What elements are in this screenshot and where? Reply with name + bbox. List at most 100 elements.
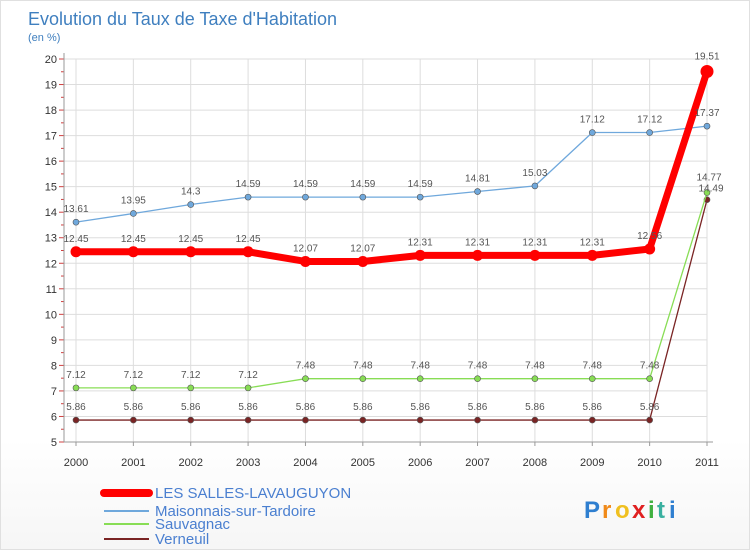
data-point xyxy=(244,384,252,392)
x-tick-label: 2003 xyxy=(236,457,260,469)
data-point xyxy=(187,384,195,392)
y-tick-label: 12 xyxy=(45,258,57,270)
data-label: 7.48 xyxy=(296,361,316,372)
data-label: 7.48 xyxy=(410,361,430,372)
y-tick-label: 15 xyxy=(45,182,57,194)
data-point xyxy=(302,416,309,424)
data-label: 5.86 xyxy=(124,402,144,413)
chart-title: Evolution du Taux de Taxe d'Habitation xyxy=(28,9,337,29)
data-label: 14.49 xyxy=(698,184,723,195)
data-label: 14.81 xyxy=(465,174,490,185)
data-label: 17.12 xyxy=(637,115,662,126)
data-label: 7.48 xyxy=(353,361,373,372)
data-label: 7.48 xyxy=(468,361,488,372)
y-tick-label: 7 xyxy=(51,386,57,398)
x-tick-label: 2008 xyxy=(523,457,547,469)
logo-letter: P xyxy=(584,497,600,524)
data-point xyxy=(187,416,195,424)
data-label: 12.31 xyxy=(408,237,433,248)
data-point xyxy=(70,246,82,258)
data-point xyxy=(474,416,481,424)
legend-label: Sauvagnac xyxy=(155,516,231,533)
y-tick-label: 19 xyxy=(45,80,57,92)
y-tick-label: 18 xyxy=(45,105,57,117)
data-label: 5.86 xyxy=(66,402,86,413)
y-tick-label: 20 xyxy=(45,54,57,66)
data-label: 7.12 xyxy=(124,370,144,381)
x-tick-label: 2010 xyxy=(637,457,661,469)
logo-letter: i xyxy=(648,497,655,524)
legend: LES SALLES-LAVAUGUYONMaisonnais-sur-Tard… xyxy=(100,485,351,548)
data-point xyxy=(72,218,80,226)
data-label: 5.86 xyxy=(238,402,258,413)
data-point xyxy=(531,182,539,190)
data-point xyxy=(242,246,254,258)
data-point xyxy=(299,255,311,267)
data-point xyxy=(359,193,367,201)
data-label: 12.31 xyxy=(580,237,605,248)
y-axis-label: (en %) xyxy=(28,32,60,44)
data-label: 5.86 xyxy=(353,402,373,413)
data-label: 12.07 xyxy=(350,243,375,254)
data-point xyxy=(700,65,714,79)
data-point xyxy=(416,375,424,382)
data-point xyxy=(644,243,656,255)
y-tick-label: 11 xyxy=(46,284,57,296)
x-tick-label: 2000 xyxy=(64,457,88,469)
data-label: 5.86 xyxy=(410,402,430,413)
logo-letter: o xyxy=(615,497,630,524)
y-tick-label: 14 xyxy=(45,207,57,219)
x-tick-label: 2009 xyxy=(580,457,604,469)
logo-letter: i xyxy=(669,497,676,524)
data-point xyxy=(474,375,481,382)
series-line-2 xyxy=(75,191,708,389)
data-point xyxy=(474,188,481,195)
data-label: 17.37 xyxy=(694,108,719,119)
data-label: 19.51 xyxy=(694,52,719,63)
data-point xyxy=(187,201,195,208)
data-label: 7.48 xyxy=(640,361,660,372)
data-label: 14.59 xyxy=(236,179,261,190)
series-line-1 xyxy=(75,125,708,223)
axes: 5 6 7 8 9 10 11 12 13 14 15 16 17 18 19 20 2000 2001 2002 2… xyxy=(45,53,719,469)
y-tick-label: 8 xyxy=(51,360,57,372)
data-point xyxy=(531,416,539,424)
data-point xyxy=(357,255,369,267)
data-label: 7.12 xyxy=(181,370,201,381)
data-label: 15.03 xyxy=(522,168,547,179)
data-labels: 12.45 12.45 12.45 12.45 12.07 12.07 12.31 12.31… xyxy=(63,52,723,414)
x-tick-label: 2001 xyxy=(121,457,145,469)
y-tick-label: 5 xyxy=(51,437,57,449)
x-tick-label: 2002 xyxy=(178,457,202,469)
data-label: 12.45 xyxy=(63,234,88,245)
data-point xyxy=(416,416,424,424)
legend-label: Verneuil xyxy=(155,531,209,548)
data-label: 13.61 xyxy=(63,204,88,215)
data-point xyxy=(529,249,541,261)
data-label: 7.48 xyxy=(583,361,603,372)
data-label: 12.45 xyxy=(121,234,146,245)
data-label: 12.31 xyxy=(522,237,547,248)
data-label: 7.12 xyxy=(66,370,86,381)
data-point xyxy=(472,249,484,261)
data-label: 14.3 xyxy=(181,187,201,198)
legend-label: LES SALLES-LAVAUGUYON xyxy=(155,485,351,502)
data-label: 5.86 xyxy=(583,402,603,413)
data-label: 5.86 xyxy=(181,402,201,413)
data-label: 5.86 xyxy=(640,402,660,413)
data-point xyxy=(185,246,197,258)
data-label: 12.07 xyxy=(293,243,318,254)
x-tick-label: 2007 xyxy=(465,457,489,469)
x-tick-label: 2004 xyxy=(293,457,317,469)
data-point xyxy=(127,246,139,258)
data-point xyxy=(72,384,80,392)
data-point xyxy=(703,189,711,196)
y-tick-label: 17 xyxy=(45,131,57,143)
data-point xyxy=(414,249,426,261)
data-label: 12.56 xyxy=(637,231,662,242)
data-point xyxy=(302,375,309,382)
data-point xyxy=(703,122,711,130)
